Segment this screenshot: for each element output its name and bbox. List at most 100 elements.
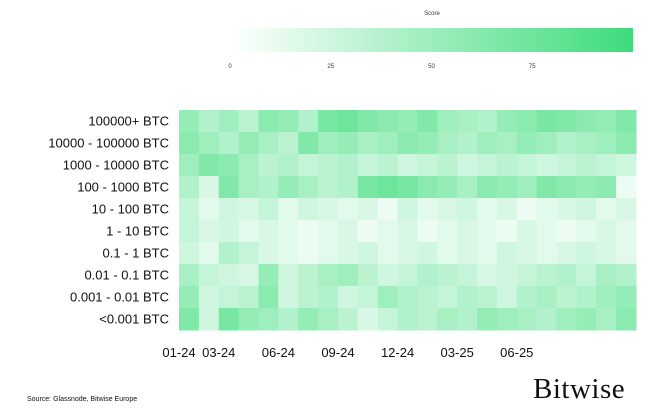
heatmap-cell [357,176,379,199]
heatmap-cell [477,286,498,309]
heatmap-cell [198,154,220,177]
heatmap-cell [596,110,617,133]
heatmap-cell [437,242,458,265]
heatmap-cell [576,264,597,287]
heatmap-cell [298,132,319,155]
heatmap-cell [397,176,418,199]
row-label: 0.1 - 1 BTC [103,246,169,261]
heatmap-cell [278,242,299,265]
heatmap-cell [457,264,478,287]
heatmap-cell [477,110,498,133]
heatmap-cell [596,286,617,309]
heatmap-cell [298,264,319,287]
heatmap-cell [258,198,279,221]
heatmap-cell [198,176,220,199]
heatmap-cell [496,154,518,177]
heatmap-cell [576,154,597,177]
heatmap-cell [298,286,319,309]
heatmap-cell [258,110,279,133]
heatmap-cell [556,154,577,177]
x-tick-label: 06-25 [500,345,533,360]
heatmap-cell [437,154,458,177]
heatmap-cell [516,176,538,199]
heatmap-cell [616,264,637,287]
heatmap-cell [457,198,478,221]
row-label: 1 - 10 BTC [106,224,169,239]
heatmap-cell [179,242,200,265]
heatmap-cell [596,220,617,243]
heatmap-cell [437,264,458,287]
row-label: 100 - 1000 BTC [77,180,169,195]
heatmap-cell [318,132,339,155]
heatmap-cell [337,286,359,309]
heatmap-cell [576,132,597,155]
colorbar: Score 0 25 50 75 [228,11,633,70]
heatmap-cell [536,264,558,287]
heatmap-cell [596,264,617,287]
heatmap-cell [357,132,379,155]
heatmap-cell [218,176,240,199]
heatmap-cell [417,198,438,221]
heatmap-cell [496,286,518,309]
heatmap-cell [516,110,538,133]
heatmap-cell [357,198,379,221]
row-label: 100000+ BTC [88,114,169,129]
heatmap-cell [198,220,220,243]
heatmap-cell [238,110,259,133]
heatmap-cell [179,176,200,199]
heatmap-cell [377,308,399,331]
heatmap-cell [516,242,538,265]
colorbar-tick-label: 50 [428,64,435,70]
heatmap-cell [357,242,379,265]
heatmap-cell [238,308,259,331]
heatmap-cell [417,220,438,243]
heatmap-cell [218,242,240,265]
heatmap-cell [258,286,279,309]
heatmap-cell [238,286,259,309]
heatmap-cell [437,220,458,243]
heatmap-cell [576,198,597,221]
heatmap-cell [337,198,359,221]
heatmap-cell [536,110,558,133]
heatmap-cell [496,176,518,199]
heatmap-cell [179,286,200,309]
heatmap-cell [198,286,220,309]
heatmap-cell [616,110,637,133]
heatmap-cell [298,176,319,199]
heatmap-cell [377,154,399,177]
heatmap-cell [596,308,617,331]
heatmap-cell [417,264,438,287]
heatmap-cell [556,242,577,265]
heatmap-cell [377,264,399,287]
heatmap-cell [337,132,359,155]
heatmap-cell [198,308,220,331]
heatmap-cell [556,110,577,133]
heatmap-cell [318,264,339,287]
heatmap-cell [198,198,220,221]
heatmap-cell [437,132,458,155]
brand-logo: Bitwise [533,373,626,405]
heatmap-cell [477,242,498,265]
heatmap-cell [616,286,637,309]
heatmap-cell [218,220,240,243]
heatmap-cell [298,308,319,331]
heatmap-cell [238,264,259,287]
heatmap-cell [377,176,399,199]
heatmap-cell [179,264,200,287]
heatmap-cell [258,220,279,243]
heatmap-cell [397,198,418,221]
heatmap-cell [417,286,438,309]
heatmap-cell [616,198,637,221]
row-labels: 100000+ BTC 10000 - 100000 BTC 1000 - 1000… [48,114,169,327]
heatmap-cell [278,220,299,243]
heatmap-cell [576,308,597,331]
colorbar-gradient [230,28,633,52]
x-tick-label: 12-24 [381,345,414,360]
heatmap-cell [179,308,200,331]
heatmap-cell [556,264,577,287]
heatmap-cell [536,242,558,265]
heatmap-cell [218,132,240,155]
heatmap-cell [298,154,319,177]
heatmap-cell [556,308,577,331]
